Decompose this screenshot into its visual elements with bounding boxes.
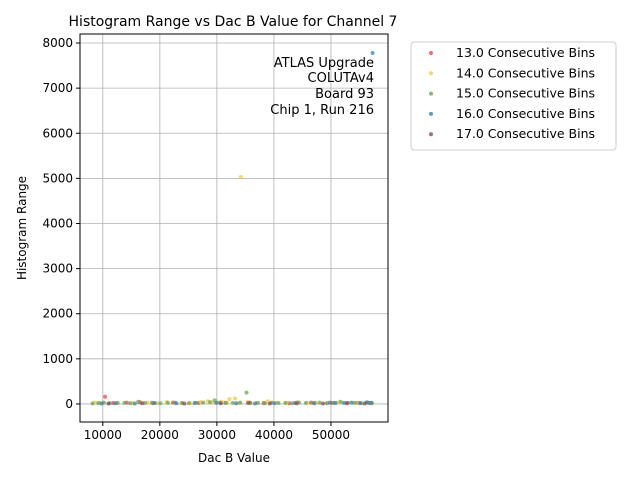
- data-point: [227, 396, 232, 401]
- y-tick-label: 0: [65, 397, 73, 411]
- data-point: [244, 390, 249, 395]
- data-point: [132, 401, 137, 406]
- annotation-line-3: Board 93: [315, 87, 374, 102]
- data-point: [246, 401, 251, 406]
- data-point: [224, 401, 229, 406]
- data-point: [362, 401, 367, 406]
- data-point: [158, 401, 163, 406]
- data-point: [267, 401, 272, 406]
- data-point: [352, 400, 357, 405]
- data-point: [136, 399, 141, 404]
- legend-marker: [429, 71, 433, 76]
- annotation-line-2: COLUTAv4: [308, 71, 374, 86]
- data-point: [276, 401, 281, 406]
- data-point: [103, 394, 108, 399]
- data-point: [283, 400, 288, 405]
- data-point: [140, 401, 145, 406]
- data-point: [238, 175, 243, 180]
- y-tick-label: 7000: [42, 81, 73, 95]
- data-point: [96, 401, 101, 406]
- data-point: [128, 401, 133, 406]
- legend-label: 13.0 Consecutive Bins: [456, 45, 595, 60]
- data-point: [192, 401, 197, 406]
- data-point: [218, 401, 223, 406]
- data-point: [174, 401, 179, 406]
- y-tick-label: 3000: [42, 262, 73, 276]
- data-point: [262, 401, 267, 406]
- y-tick-label: 5000: [42, 171, 73, 185]
- y-tick-label: 1000: [42, 352, 73, 366]
- data-point: [287, 401, 292, 406]
- data-point: [338, 399, 343, 404]
- data-point: [344, 401, 349, 406]
- legend-label: 15.0 Consecutive Bins: [456, 86, 595, 101]
- x-axis-label: Dac B Value: [198, 451, 270, 465]
- data-point: [106, 401, 111, 406]
- legend-box: [410, 41, 617, 151]
- x-tick-label: 50000: [312, 428, 350, 442]
- legend-marker: [429, 111, 433, 116]
- data-point: [234, 401, 239, 406]
- data-point: [113, 401, 118, 406]
- annotation-line-4: Chip 1, Run 216: [270, 103, 374, 118]
- x-tick-label: 10000: [84, 428, 122, 442]
- data-point: [186, 401, 191, 406]
- plot-area: [79, 33, 389, 423]
- data-point: [320, 401, 325, 406]
- x-axis-ticks: 10000 20000 30000 40000 50000: [84, 422, 350, 442]
- annotation-text: ATLAS Upgrade COLUTAv4 Board 93 Chip 1, …: [270, 56, 374, 118]
- data-points: [90, 50, 375, 406]
- data-point: [143, 401, 148, 406]
- data-point: [165, 400, 170, 405]
- data-point: [294, 401, 299, 406]
- legend-label: 16.0 Consecutive Bins: [456, 106, 595, 121]
- data-point: [358, 401, 363, 406]
- data-point: [230, 400, 235, 405]
- x-tick-label: 20000: [141, 428, 179, 442]
- data-point: [90, 401, 95, 406]
- series-5: [106, 401, 367, 406]
- annotation-line-1: ATLAS Upgrade: [274, 56, 374, 71]
- x-tick-label: 40000: [255, 428, 293, 442]
- data-point: [201, 400, 206, 405]
- data-point: [312, 401, 317, 406]
- data-point: [303, 401, 308, 406]
- data-point: [214, 400, 219, 405]
- data-point: [238, 400, 243, 405]
- y-axis-label: Histogram Range: [15, 176, 29, 280]
- y-tick-label: 8000: [42, 36, 73, 50]
- series-4: [99, 50, 375, 406]
- legend-marker: [429, 132, 433, 137]
- y-tick-label: 2000: [42, 307, 73, 321]
- data-point: [99, 401, 104, 406]
- legend-label: 14.0 Consecutive Bins: [456, 65, 595, 80]
- data-point: [253, 401, 258, 406]
- data-point: [368, 400, 373, 405]
- legend-marker: [429, 91, 433, 96]
- data-point: [233, 396, 238, 401]
- data-point: [349, 400, 354, 405]
- legend-marker: [429, 51, 433, 55]
- data-point: [290, 401, 295, 406]
- y-axis-ticks: 0 1000 2000 3000 4000 5000 6000 7000 8000: [42, 36, 80, 411]
- data-point: [327, 400, 332, 405]
- data-point: [333, 401, 338, 406]
- legend-label: 17.0 Consecutive Bins: [456, 126, 595, 141]
- x-tick-label: 30000: [198, 428, 236, 442]
- data-point: [182, 401, 187, 406]
- legend: 13.0 Consecutive Bins 14.0 Consecutive Bi…: [410, 41, 617, 151]
- data-point: [208, 400, 213, 405]
- y-tick-label: 6000: [42, 126, 73, 140]
- data-point: [370, 50, 375, 55]
- data-point: [152, 401, 157, 406]
- chart-title: Histogram Range vs Dac B Value for Chann…: [69, 14, 398, 30]
- data-point: [317, 400, 322, 405]
- data-point: [122, 400, 127, 405]
- y-tick-label: 4000: [42, 216, 73, 230]
- series-2: [92, 175, 374, 406]
- data-point: [272, 401, 277, 406]
